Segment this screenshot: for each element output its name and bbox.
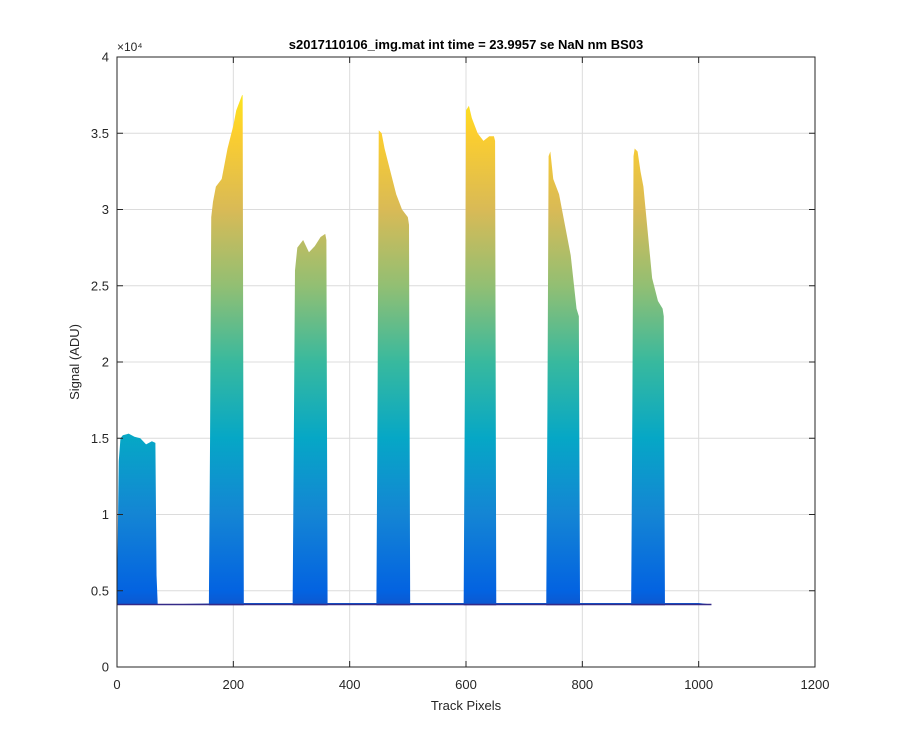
x-tick-label: 1200	[801, 677, 830, 692]
y-exponent-label: ×10⁴	[117, 40, 143, 54]
chart-title: s2017110106_img.mat int time = 23.9957 s…	[289, 37, 643, 52]
ticks: 0 200 400 600 800 1000 1200 0 0.5 1 1.5 2 2.5 3 3.5 4	[91, 50, 830, 693]
x-tick-label: 0	[113, 677, 120, 692]
y-tick-label: 4	[102, 50, 109, 65]
y-tick-label: 1	[102, 507, 109, 522]
series-area-2	[208, 95, 244, 605]
series-areas	[117, 95, 712, 606]
y-tick-label: 2.5	[91, 278, 109, 293]
y-tick-label: 0	[102, 660, 109, 675]
x-tick-label: 400	[339, 677, 361, 692]
x-tick-label: 1000	[684, 677, 713, 692]
y-axis-label: Signal (ADU)	[67, 324, 82, 400]
series-area-5	[463, 105, 497, 605]
series-area-4	[376, 130, 411, 605]
series-area-6	[546, 151, 581, 605]
y-tick-label: 3.5	[91, 126, 109, 141]
y-tick-label: 2	[102, 355, 109, 370]
x-tick-label: 600	[455, 677, 477, 692]
x-tick-label: 800	[571, 677, 593, 692]
y-tick-label: 0.5	[91, 583, 109, 598]
x-tick-label: 200	[222, 677, 244, 692]
x-axis-label: Track Pixels	[431, 698, 502, 713]
y-tick-label: 1.5	[91, 431, 109, 446]
series-area-3	[292, 233, 328, 605]
y-tick-label: 3	[102, 202, 109, 217]
series-area-7	[631, 148, 665, 605]
